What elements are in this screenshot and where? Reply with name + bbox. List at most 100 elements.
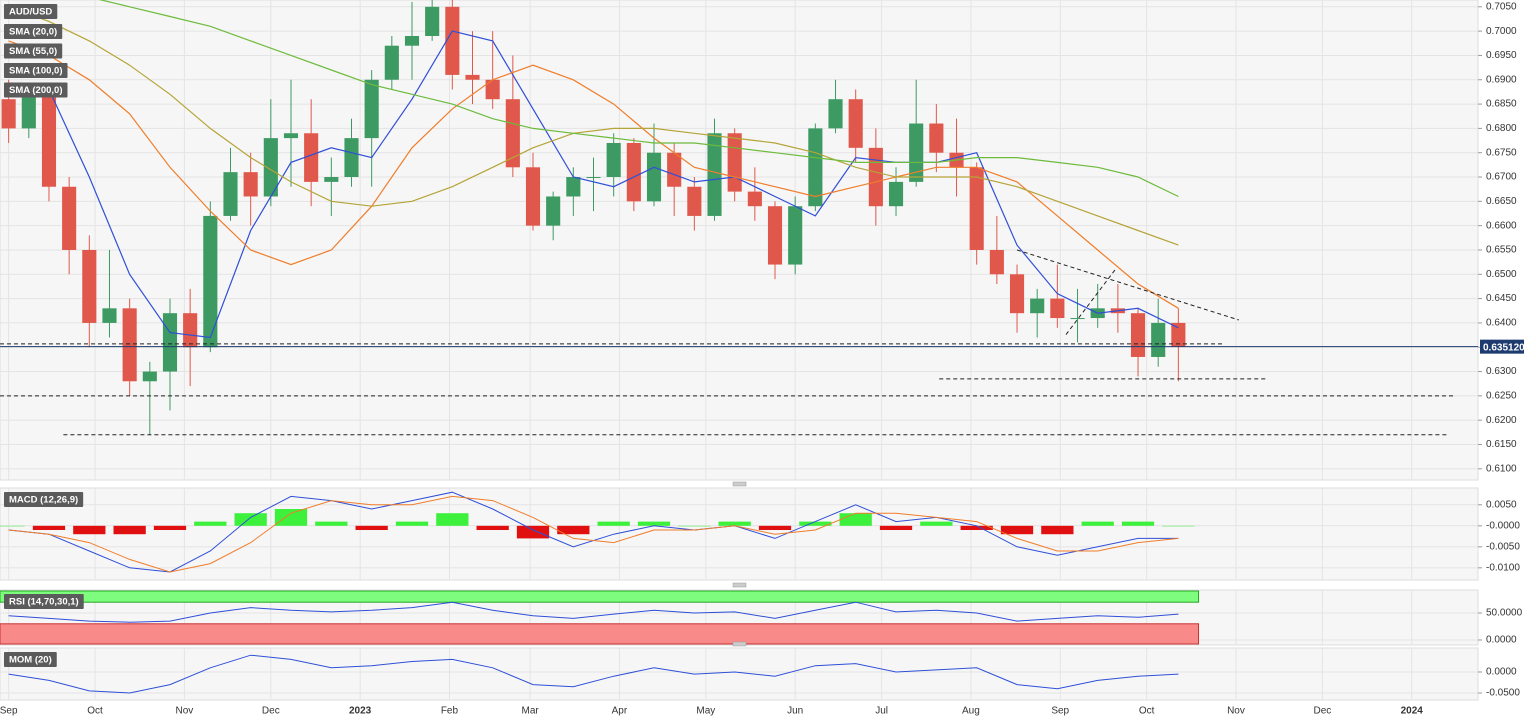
x-tick-label: Jul xyxy=(875,706,888,717)
last-price-label: 0.635120 xyxy=(1483,342,1525,353)
label-text: AUD/USD xyxy=(9,7,52,18)
histogram-bar xyxy=(678,525,711,527)
candle-body xyxy=(808,128,823,207)
candle-body xyxy=(767,206,783,265)
label-box xyxy=(4,43,63,59)
candle-body xyxy=(727,133,742,192)
y-tick-label: 0.0050 xyxy=(1486,499,1517,510)
panel-background xyxy=(0,647,1479,701)
histogram-bar xyxy=(395,521,429,526)
histogram-bar xyxy=(315,521,348,526)
label-text: MOM (20) xyxy=(9,655,52,666)
y-tick-label: 0.6650 xyxy=(1486,196,1517,207)
label-box xyxy=(4,82,68,98)
histogram-bar xyxy=(73,525,106,535)
y-tick-label: 0.0000 xyxy=(1486,635,1517,646)
indicator-line xyxy=(8,654,1179,694)
candle-body xyxy=(1009,274,1025,314)
histogram-bar xyxy=(0,525,25,527)
panel-background xyxy=(0,487,1479,581)
x-tick-label: Aug xyxy=(962,706,980,717)
candle-body xyxy=(505,99,520,168)
x-tick-label: 2023 xyxy=(349,706,372,717)
candle-body xyxy=(848,99,863,148)
candle-body xyxy=(122,308,137,382)
x-tick-label: Jun xyxy=(787,706,803,717)
candle-body xyxy=(1070,318,1085,320)
candle-body xyxy=(1,99,16,129)
label-text: SMA (100,0) xyxy=(9,66,63,77)
candle-body xyxy=(404,35,420,46)
x-tick-label: Dec xyxy=(1314,706,1332,717)
y-tick-label: -0.0000 xyxy=(1486,520,1520,531)
histogram-bar xyxy=(1000,525,1034,535)
candle-body xyxy=(21,89,36,129)
histogram-bar xyxy=(436,513,469,526)
candle-body xyxy=(243,172,258,197)
trend-line xyxy=(1016,249,1240,321)
candle-body xyxy=(888,181,904,207)
candle-body xyxy=(929,123,944,153)
y-tick-label: 0.6500 xyxy=(1486,269,1517,280)
x-tick-label: Nov xyxy=(1227,706,1245,717)
candle-body xyxy=(62,186,77,250)
label-text: SMA (55,0) xyxy=(9,46,57,57)
candle-body xyxy=(687,186,702,216)
x-tick-label: Apr xyxy=(612,706,628,717)
y-tick-label: 0.6700 xyxy=(1486,172,1517,183)
histogram-bar xyxy=(637,521,671,526)
histogram-bar xyxy=(920,521,953,526)
candle-body xyxy=(304,133,319,182)
label-box xyxy=(4,4,58,19)
y-tick-label: 0.0000 xyxy=(1486,667,1517,678)
y-tick-label: 0.6150 xyxy=(1486,439,1517,450)
candle-body xyxy=(203,215,218,348)
candle-body xyxy=(707,133,722,216)
candle-body xyxy=(465,74,480,80)
y-tick-label: 0.6250 xyxy=(1486,391,1517,402)
y-tick-label: 0.6800 xyxy=(1486,123,1517,134)
y-tick-label: 0.6850 xyxy=(1486,99,1517,110)
x-tick-label: Sep xyxy=(0,706,18,717)
panel-handle xyxy=(732,641,747,647)
candle-body xyxy=(868,147,883,207)
label-box xyxy=(4,492,84,507)
label-box xyxy=(4,24,63,39)
candle-body xyxy=(425,6,440,36)
candle-body xyxy=(646,152,662,202)
candle-body xyxy=(525,167,541,226)
candle-body xyxy=(162,313,178,372)
candle-body xyxy=(344,138,359,178)
x-tick-label: Nov xyxy=(175,706,193,717)
label-box xyxy=(4,63,68,78)
histogram-bar xyxy=(960,525,993,531)
candle-body xyxy=(1130,313,1146,357)
x-tick-label: Sep xyxy=(1051,706,1069,717)
sma-line xyxy=(48,30,1179,339)
candle-body xyxy=(606,142,621,178)
y-tick-label: 0.6450 xyxy=(1486,293,1517,304)
indicator-line xyxy=(8,495,1179,573)
y-tick-label: -0.0100 xyxy=(1486,562,1520,573)
histogram-bar xyxy=(557,525,590,535)
histogram-bar xyxy=(153,525,187,531)
histogram-bar xyxy=(1081,521,1114,526)
y-tick-label: 0.6750 xyxy=(1486,147,1517,158)
panel-handle xyxy=(732,481,747,487)
x-tick-label: Dec xyxy=(262,706,280,717)
y-tick-label: 0.6200 xyxy=(1486,415,1517,426)
y-tick-label: 0.6300 xyxy=(1486,366,1517,377)
candle-body xyxy=(324,177,339,182)
candle-body xyxy=(1050,298,1065,319)
y-tick-label: 0.6600 xyxy=(1486,220,1517,231)
x-tick-label: Oct xyxy=(1139,706,1155,717)
histogram-bar xyxy=(355,525,388,531)
label-box xyxy=(4,652,57,667)
candle-body xyxy=(828,99,843,129)
x-tick-label: 2024 xyxy=(1401,706,1424,717)
candle-body xyxy=(102,308,117,323)
x-tick-label: Oct xyxy=(87,706,103,717)
candle-body xyxy=(142,371,157,382)
